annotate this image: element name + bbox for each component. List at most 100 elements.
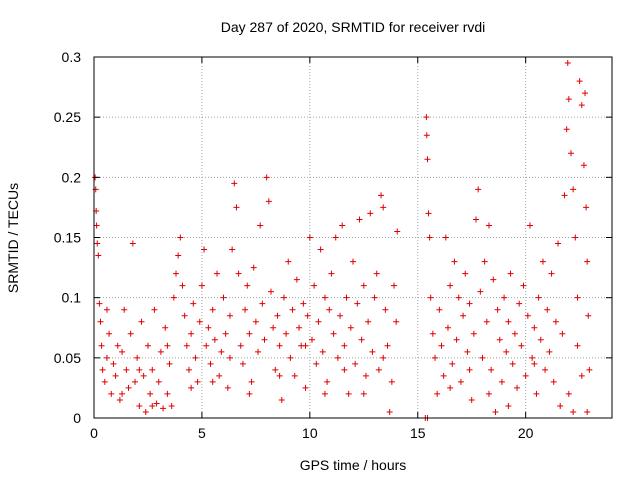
data-point	[339, 222, 346, 229]
data-point	[503, 348, 510, 355]
data-point	[246, 390, 253, 397]
data-point	[447, 384, 454, 391]
data-point	[235, 270, 242, 277]
data-point	[520, 282, 527, 289]
data-point	[424, 156, 431, 163]
data-point	[123, 366, 130, 373]
data-point	[580, 162, 587, 169]
data-point	[261, 336, 268, 343]
data-point	[140, 372, 147, 379]
data-point	[127, 330, 134, 337]
data-point	[246, 330, 253, 337]
data-point	[330, 330, 337, 337]
data-point	[542, 366, 549, 373]
data-point	[477, 288, 484, 295]
data-point	[96, 300, 103, 307]
data-point	[304, 312, 311, 319]
data-point	[423, 114, 430, 121]
data-point	[179, 282, 186, 289]
data-point	[183, 342, 190, 349]
data-point	[263, 174, 270, 181]
data-point	[386, 408, 393, 415]
data-point	[101, 378, 108, 385]
data-point	[332, 234, 339, 241]
data-point	[280, 294, 287, 301]
data-point	[285, 258, 292, 265]
data-point	[321, 390, 328, 397]
data-point	[95, 252, 102, 259]
data-point	[313, 360, 320, 367]
data-point	[585, 312, 592, 319]
data-point	[192, 354, 199, 361]
data-point	[136, 366, 143, 373]
data-point	[233, 204, 240, 211]
data-point	[352, 360, 359, 367]
data-point	[574, 294, 581, 301]
data-point	[259, 300, 266, 307]
data-point	[106, 330, 113, 337]
data-point	[267, 288, 274, 295]
data-point	[226, 354, 233, 361]
data-point	[391, 282, 398, 289]
data-point	[453, 336, 460, 343]
data-point	[244, 282, 251, 289]
data-point	[350, 258, 356, 265]
y-axis-label: SRMTID / TECUs	[5, 183, 21, 293]
data-point	[211, 336, 218, 343]
data-point	[136, 402, 143, 409]
data-point	[328, 270, 335, 277]
data-point	[576, 78, 583, 85]
grid	[94, 57, 612, 418]
data-point	[380, 204, 387, 211]
x-tick-label: 5	[198, 425, 206, 441]
data-point	[533, 390, 540, 397]
data-point	[116, 396, 123, 403]
data-point	[479, 354, 486, 361]
data-point	[326, 306, 333, 313]
data-point	[181, 312, 188, 319]
data-point	[468, 396, 475, 403]
data-point	[555, 240, 562, 247]
data-point	[242, 306, 249, 313]
data-point	[341, 342, 348, 349]
data-point	[306, 234, 313, 241]
data-point	[129, 240, 136, 247]
data-point	[201, 246, 208, 253]
y-tick-label: 0.2	[62, 169, 82, 185]
data-point	[270, 324, 277, 331]
data-point	[93, 222, 100, 229]
data-point	[289, 306, 296, 313]
data-point	[371, 294, 378, 301]
data-point	[162, 324, 169, 331]
data-point	[565, 390, 572, 397]
data-point	[367, 210, 374, 217]
data-point	[114, 342, 121, 349]
data-point	[291, 372, 298, 379]
data-point	[276, 372, 283, 379]
data-point	[153, 400, 160, 407]
data-point	[302, 342, 309, 349]
data-point	[447, 282, 454, 289]
data-point	[209, 378, 216, 385]
data-point	[324, 378, 331, 385]
data-point	[149, 366, 156, 373]
data-point	[529, 354, 536, 361]
data-point	[119, 390, 126, 397]
data-point	[485, 390, 492, 397]
data-point	[578, 102, 585, 109]
data-point	[426, 234, 433, 241]
data-point	[583, 204, 590, 211]
axis-ticks: 0 5 10 15 20 0 0.05 0.1 0.15 0.2 0.25 0.3	[54, 49, 612, 441]
data-point	[388, 378, 395, 385]
y-tick-label: 0.15	[54, 230, 81, 246]
data-point	[265, 198, 272, 205]
data-point	[546, 348, 553, 355]
data-point	[132, 378, 139, 385]
data-point	[470, 330, 477, 337]
data-point	[188, 330, 195, 337]
data-point	[582, 90, 589, 97]
data-point	[378, 192, 385, 199]
data-point	[155, 378, 162, 385]
data-point	[255, 348, 262, 355]
data-point	[434, 390, 441, 397]
